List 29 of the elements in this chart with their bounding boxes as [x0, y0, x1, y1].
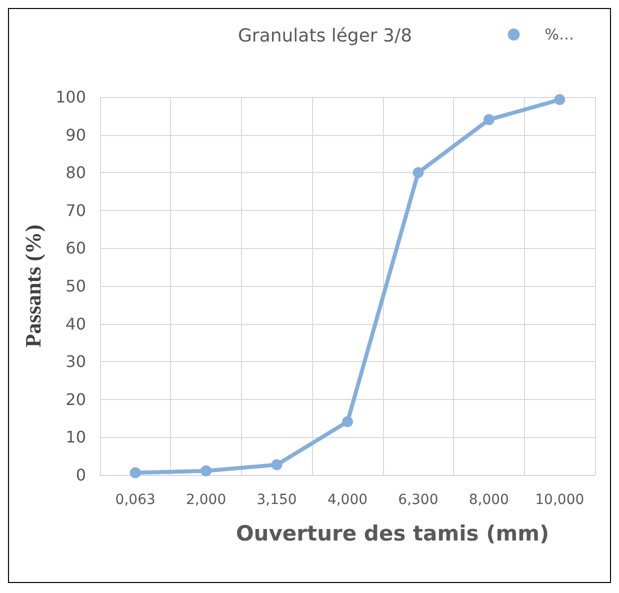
- x-axis-title: Ouverture des tamis (mm): [236, 522, 550, 546]
- point: [200, 465, 212, 476]
- chart-title: Granulats léger 3/8: [238, 26, 412, 46]
- y-tick-label: 90: [66, 125, 86, 144]
- y-tick-label: 30: [66, 352, 86, 372]
- y-axis-title: Passants (%): [20, 224, 46, 348]
- y-tick-label: 100: [55, 88, 86, 106]
- x-tick-label: 8,000: [468, 492, 509, 508]
- y-tick-label: 10: [66, 428, 86, 447]
- y-tick-label: 0: [76, 466, 86, 484]
- x-tick-label: 0,063: [115, 492, 156, 508]
- point: [412, 167, 424, 178]
- x-tick-label: 3,150: [256, 492, 297, 508]
- point: [554, 94, 566, 106]
- y-tick-label: 40: [66, 314, 86, 334]
- x-tick-label: 6,300: [398, 492, 438, 508]
- x-tick-label: 4,000: [327, 492, 368, 508]
- y-tick-label: 60: [66, 238, 86, 258]
- y-tick-label: 70: [66, 200, 86, 220]
- x-tick-label: 2,000: [186, 492, 226, 508]
- y-tick-label: 80: [66, 163, 86, 182]
- point: [342, 416, 353, 428]
- legend-label: %…: [544, 26, 574, 44]
- point: [130, 467, 141, 478]
- point: [271, 459, 282, 470]
- y-tick-label: 20: [66, 390, 86, 409]
- point: [483, 114, 494, 126]
- y-tick-label: 50: [66, 276, 86, 296]
- x-tick-label: 10,000: [535, 492, 584, 508]
